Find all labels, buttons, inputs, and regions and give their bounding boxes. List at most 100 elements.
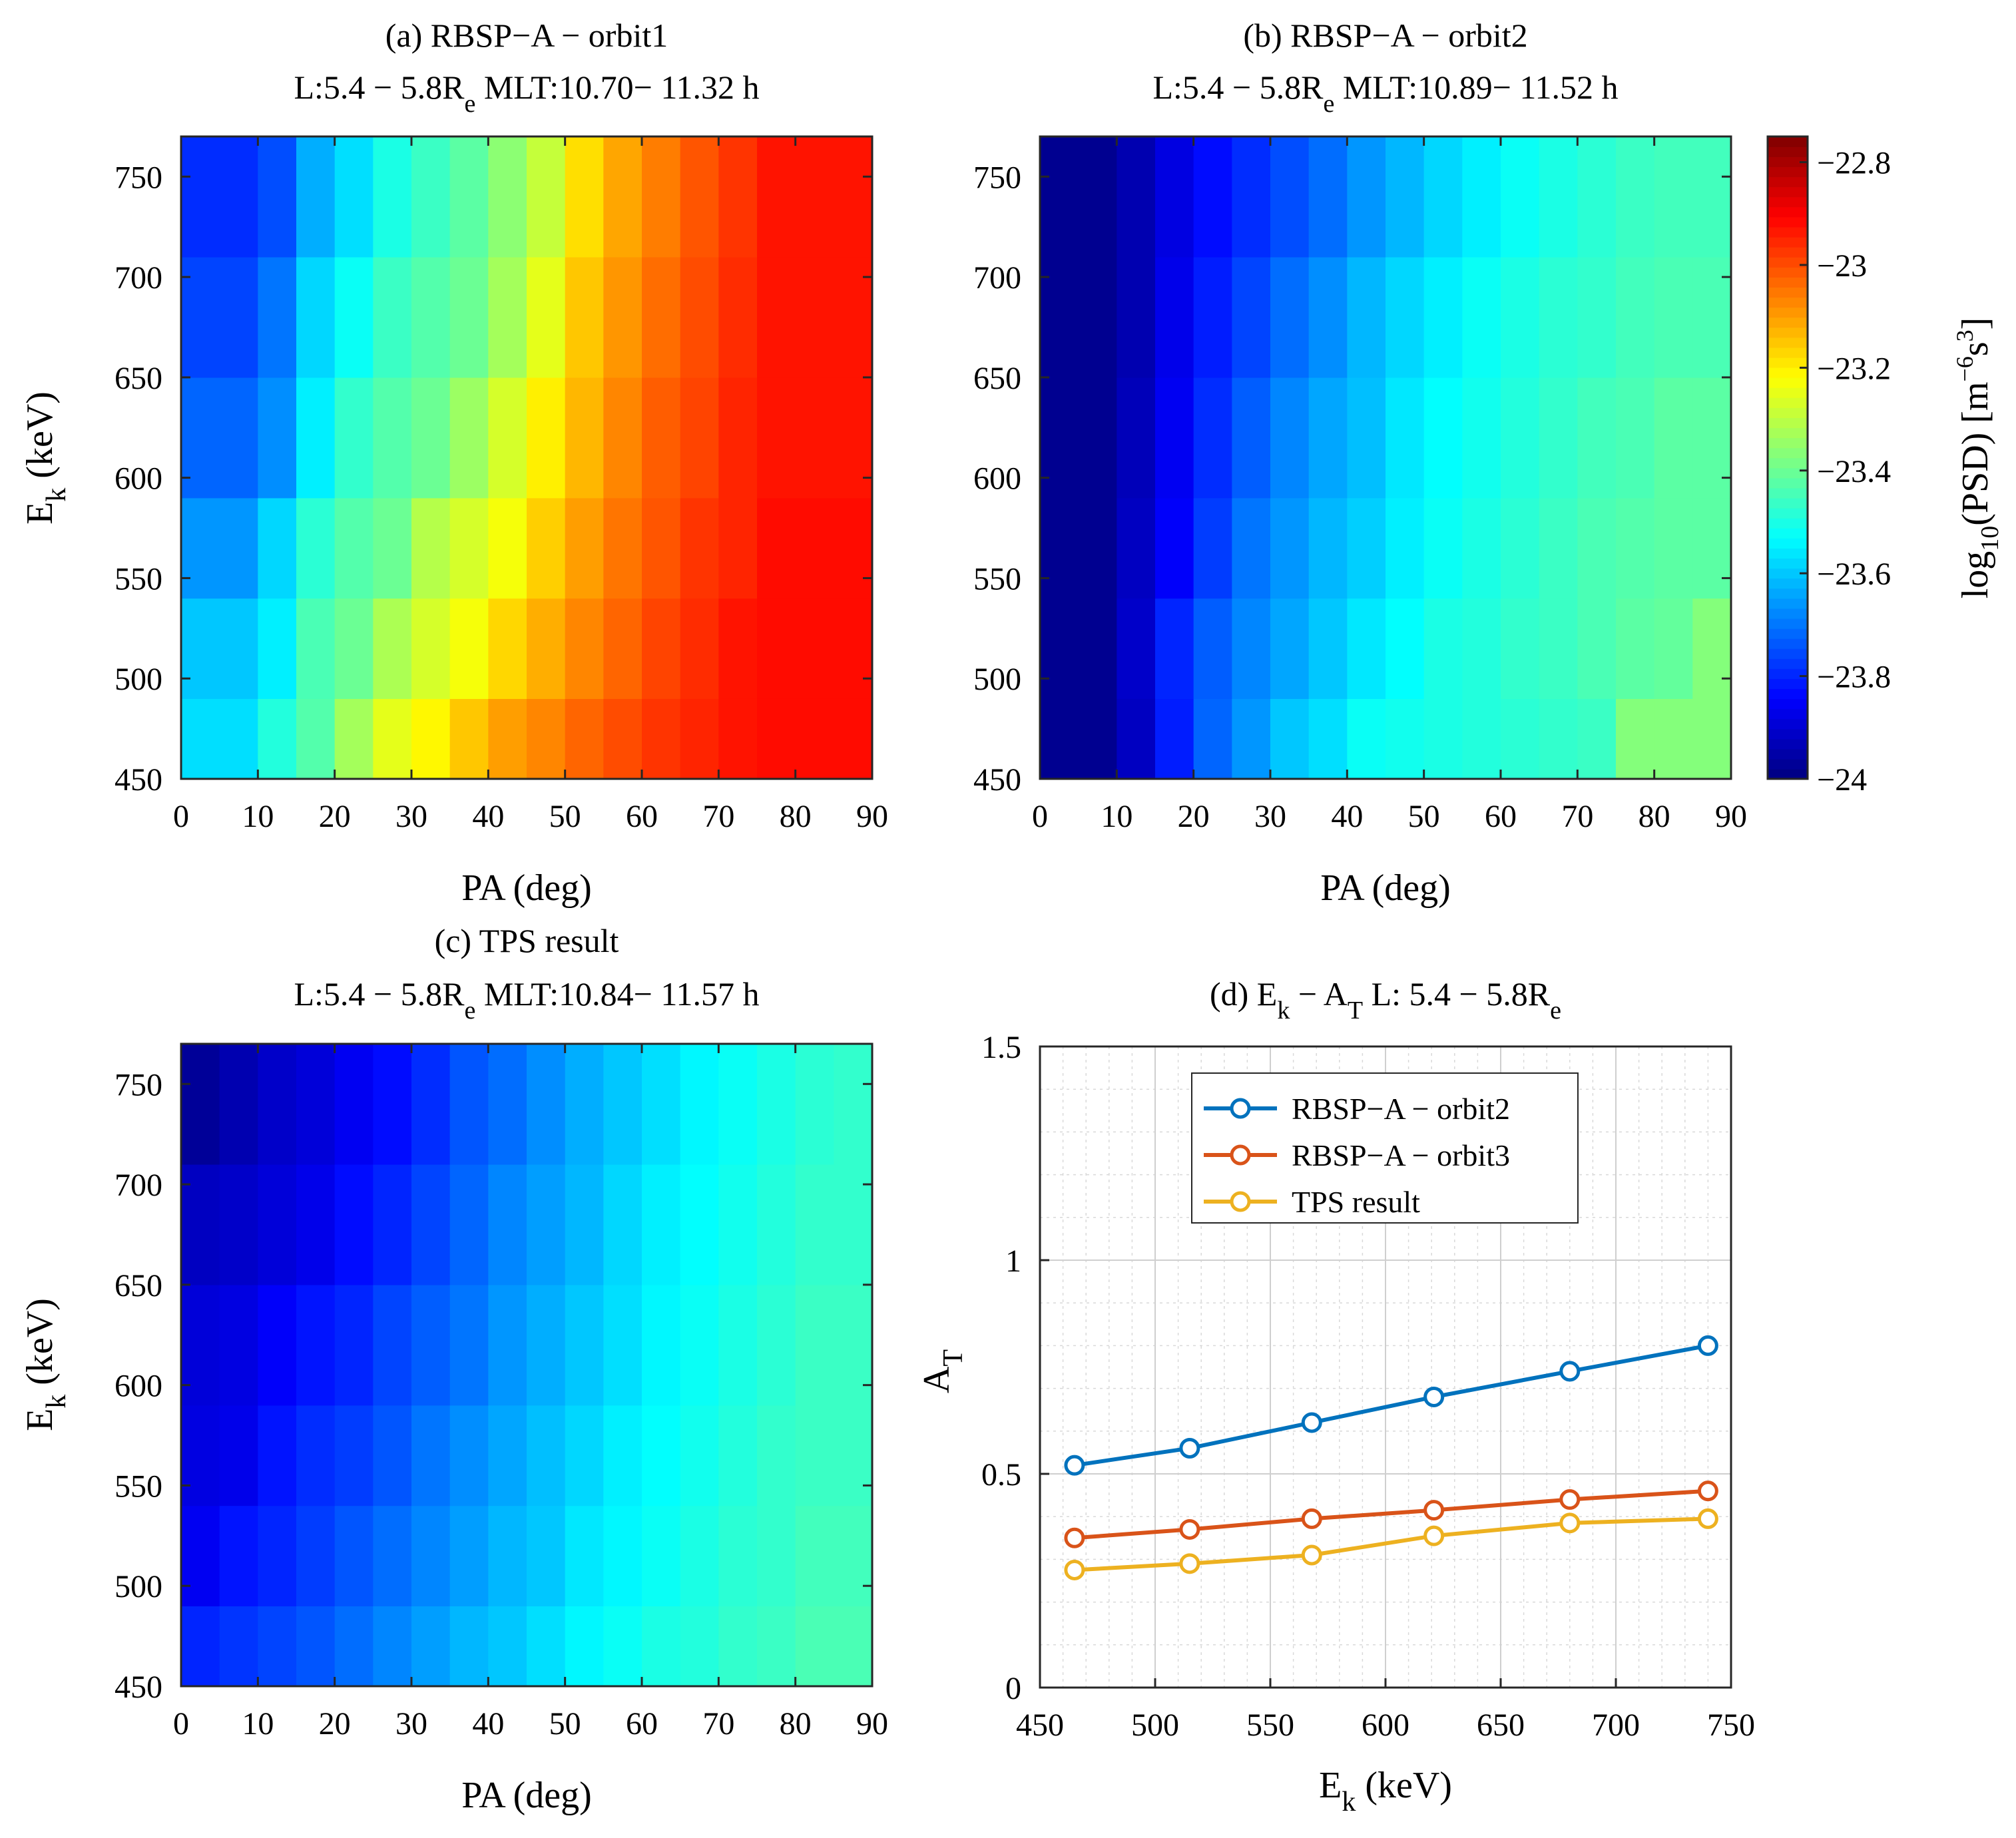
heatmap-a-cell	[488, 256, 527, 378]
x-tick-label: 70	[1561, 799, 1593, 834]
heatmap-b-xticks: 0 10 20 30 40 50 60 70 80 90	[1032, 136, 1747, 834]
panel-c-ylabel: Ek (keV)	[19, 1298, 72, 1431]
x-tick-label: 50	[549, 1706, 581, 1741]
heatmap-c-cell	[449, 1505, 489, 1606]
heatmap-c-cell	[603, 1284, 642, 1406]
panel-c-xlabel: PA (deg)	[461, 1775, 592, 1816]
heatmap-a-cell	[642, 497, 681, 599]
heatmap-a-xticks: 0 10 20 30 40 50 60 70 80 90	[173, 136, 888, 834]
heatmap-a-cell	[565, 497, 604, 599]
colorbar-segment	[1768, 618, 1808, 629]
x-tick-label: 10	[242, 1706, 274, 1741]
heatmap-b-cell	[1654, 698, 1693, 780]
heatmap-a-cell	[181, 256, 258, 378]
heatmap-b-cell	[1193, 377, 1232, 499]
heatmap-c-cell	[488, 1505, 527, 1606]
heatmap-a-cell	[680, 598, 719, 699]
series-marker-0	[1301, 1412, 1322, 1433]
legend-marker-1	[1230, 1144, 1251, 1166]
heatmap-b-cell	[1462, 256, 1501, 378]
heatmap-c-cell	[527, 1044, 566, 1165]
heatmap-a-cell	[258, 497, 297, 599]
y-tick-label: 700	[973, 260, 1021, 296]
colorbar-segment	[1768, 708, 1808, 720]
heatmap-c-cell	[488, 1405, 527, 1506]
heatmap-a-frame	[180, 135, 874, 780]
x-tick-label: 90	[856, 1706, 888, 1741]
panel-b-xlabel: PA (deg)	[1320, 867, 1451, 909]
panel-a: 0 10 20 30 40 50 60 70 80 90 450 500 550 600 650 700 75…	[19, 17, 888, 909]
series-line-2	[1074, 1516, 1708, 1572]
heatmap-c-cell	[411, 1164, 451, 1285]
heatmap-c-cell	[488, 1044, 527, 1165]
heatmap-b-cell	[1155, 497, 1194, 599]
heatmap-c-cell	[334, 1405, 374, 1506]
colorbar-segment	[1768, 347, 1808, 358]
heatmap-b-cell	[1232, 598, 1271, 699]
heatmap-c-cell	[795, 1606, 834, 1687]
line-d-legend: RBSP−A − orbit2 RBSP−A − orbit3 TPS result	[1191, 1072, 1579, 1224]
heatmap-c-cell	[296, 1044, 336, 1165]
heatmap-a-cell	[296, 136, 336, 258]
heatmap-c-cell	[449, 1405, 489, 1506]
heatmap-c-cell	[642, 1164, 681, 1285]
x-tick-label: 0	[173, 1706, 189, 1741]
y-tick-label: 700	[115, 1168, 162, 1203]
colorbar-segment	[1768, 136, 1808, 147]
heatmap-b-cell	[1232, 497, 1271, 599]
x-tick-label: 550	[1246, 1708, 1294, 1743]
panel-c-subtitle: L:5.4 − 5.8Re MLT:10.84− 11.57 h	[294, 975, 759, 1025]
heatmap-b-cell	[1577, 598, 1617, 699]
x-tick-label: 90	[1715, 799, 1747, 834]
heatmap-c-cell	[834, 1284, 873, 1406]
colorbar-segment	[1768, 467, 1808, 479]
heatmap-c-cell	[795, 1405, 834, 1506]
colorbar-cells	[1768, 136, 1808, 780]
legend-label-0: RBSP−A − orbit2	[1292, 1092, 1510, 1126]
colorbar-segment	[1768, 658, 1808, 669]
panel-c: 0 10 20 30 40 50 60 70 80 90 450 500 550 600 650 700 75…	[19, 922, 888, 1816]
heatmap-c-cell	[219, 1606, 258, 1687]
heatmap-a-cell	[411, 256, 451, 378]
heatmap-b-cell	[1501, 497, 1540, 599]
heatmap-c-cell	[603, 1405, 642, 1506]
heatmap-a-cell	[757, 598, 873, 699]
heatmap-a-cell	[527, 377, 566, 499]
x-tick-label: 70	[702, 799, 734, 834]
heatmap-b-cell	[1692, 497, 1732, 599]
colorbar-segment	[1768, 588, 1808, 599]
x-tick-label: 500	[1131, 1708, 1179, 1743]
heatmap-c-cell	[642, 1284, 681, 1406]
heatmap-b-cell	[1539, 598, 1578, 699]
colorbar-segment	[1768, 688, 1808, 700]
panel-b-subtitle: L:5.4 − 5.8Re MLT:10.89− 11.52 h	[1152, 69, 1618, 118]
x-tick-label: 600	[1362, 1708, 1409, 1743]
heatmap-b-cell	[1539, 698, 1578, 780]
heatmap-c-cell	[373, 1164, 412, 1285]
heatmap-c-yticks: 450 500 550 600 650 700 750	[115, 1067, 872, 1705]
x-tick-label: 80	[1638, 799, 1670, 834]
heatmap-b-cell	[1155, 377, 1194, 499]
panel-d-ylabel: AT	[916, 1349, 969, 1393]
heatmap-a-cell	[603, 598, 642, 699]
heatmap-b-cell	[1117, 256, 1156, 378]
heatmap-a-cell	[373, 377, 412, 499]
heatmap-a-cell	[718, 497, 758, 599]
heatmap-b-cell	[1270, 256, 1310, 378]
heatmap-c-frame	[180, 1042, 874, 1688]
y-tick-label: 550	[973, 561, 1021, 596]
colorbar-segment	[1768, 497, 1808, 509]
heatmap-c-cell	[565, 1164, 604, 1285]
heatmap-a-cell	[296, 698, 336, 780]
heatmap-b-cell	[1232, 256, 1271, 378]
colorbar-segment	[1768, 608, 1808, 619]
line-d-yticks: 0 0.5 1 1.5	[981, 1030, 1049, 1706]
heatmap-c-cell	[680, 1164, 719, 1285]
heatmap-c-cell	[334, 1505, 374, 1606]
colorbar-tick-label: −23.6	[1817, 557, 1891, 592]
heatmap-a-cell	[449, 377, 489, 499]
heatmap-c-cell	[680, 1284, 719, 1406]
heatmap-c-cell	[527, 1505, 566, 1606]
heatmap-b-cell	[1423, 497, 1463, 599]
heatmap-b-cell	[1386, 377, 1425, 499]
